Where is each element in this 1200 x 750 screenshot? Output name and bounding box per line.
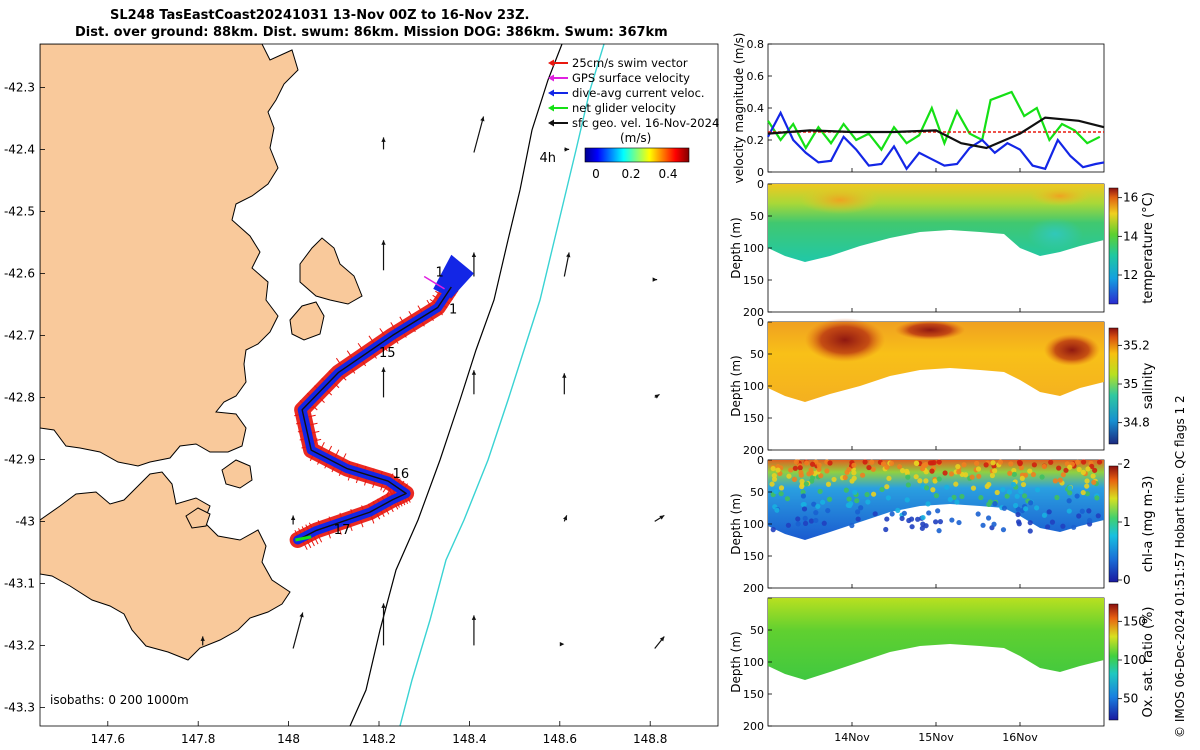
track-day-label: 16 [393, 467, 410, 482]
map-xtick-label: 147.6 [91, 732, 125, 746]
colorbar-tick-0: 0 [592, 167, 600, 181]
sfc-geo-vector [381, 603, 386, 646]
map-xtick-label: 148 [277, 732, 300, 746]
sfc-geo-vector [652, 277, 658, 282]
map-ytick-label: -42.8 [4, 390, 35, 404]
map-ytick-label: -43.2 [4, 638, 35, 652]
colorbar [584, 147, 690, 163]
sfc-geo-vector [654, 636, 665, 649]
sfc-geo-vector [654, 393, 660, 399]
credit-text: © IMOS 06-Dec-2024 01:51:57 Hobart time.… [1173, 395, 1187, 738]
land-mainland [40, 44, 299, 467]
sfc-geo-vector [292, 612, 304, 649]
glider-track-line [297, 286, 452, 541]
land-island-4 [185, 507, 211, 529]
track-day-label: 1 [436, 266, 444, 281]
sfc-geo-vector [473, 116, 485, 153]
colorbar-tick-2: 0.4 [658, 167, 677, 181]
map-xtick-label: 148.6 [543, 732, 577, 746]
track-day-label: 4h [539, 151, 556, 166]
sfc-geo-vector [562, 373, 567, 395]
map-ytick-label: -43 [15, 514, 35, 528]
legend-label: net glider velocity [572, 101, 676, 115]
map-ytick-label: -42.6 [4, 266, 35, 280]
sfc-geo-vector [290, 515, 296, 525]
legend-item: 25cm/s swim vector [548, 56, 688, 70]
map-xtick-label: 148.8 [633, 732, 667, 746]
legend-label: dive-avg current veloc. [572, 86, 705, 100]
legend-label: GPS surface velocity [572, 71, 690, 85]
legend-item: dive-avg current veloc. [548, 86, 705, 100]
chart-title-line1: SL248 TasEastCoast20241031 13-Nov 00Z to… [110, 8, 530, 23]
track-day-label: 1 [449, 303, 457, 318]
map-xtick-label: 148.4 [452, 732, 486, 746]
gps-velocity-marker [423, 275, 445, 290]
map-xtick-label: 147.8 [181, 732, 215, 746]
track-day-label: 17 [334, 523, 351, 538]
sfc-geo-vector [563, 252, 571, 277]
map-ytick-label: -43.3 [4, 700, 35, 714]
map-ytick-label: -43.1 [4, 576, 35, 590]
legend-item: net glider velocity [548, 101, 676, 115]
colorbar-label: (m/s) [620, 131, 651, 145]
map-ytick-label: -42.3 [4, 80, 35, 94]
isobaths-label: isobaths: 0 200 1000m [50, 693, 189, 707]
sfc-geo-vector [471, 370, 477, 395]
sfc-geo-vector [381, 137, 386, 150]
isobath-1000m [399, 44, 605, 726]
map-ytick-label: -42.5 [4, 204, 35, 218]
isobath-200m [349, 44, 563, 726]
legend-item: GPS surface velocity [548, 71, 690, 85]
map-ytick-label: -42.7 [4, 328, 35, 342]
sfc-geo-vector [559, 641, 565, 647]
sfc-geo-vector [654, 514, 665, 522]
colorbar-tick-1: 0.2 [621, 167, 640, 181]
sfc-geo-vector [381, 240, 386, 271]
sfc-geo-vector [200, 636, 205, 646]
map-ytick-label: -42.9 [4, 452, 35, 466]
legend-label: sfc geo. vel. 16-Nov-2024 [572, 116, 719, 130]
sfc-geo-vector [471, 252, 477, 277]
land-island-1 [299, 237, 363, 305]
chart-title-line2: Dist. over ground: 88km. Dist. swum: 86k… [75, 25, 668, 40]
legend-item: sfc geo. vel. 16-Nov-2024 [548, 116, 719, 130]
sfc-geo-vector [381, 367, 386, 398]
map-xtick-label: 148.2 [362, 732, 396, 746]
map-ytick-label: -42.4 [4, 142, 35, 156]
sfc-geo-vector [563, 515, 568, 522]
sfc-geo-vector [471, 615, 477, 646]
sfc-geo-vector [564, 147, 570, 152]
legend-label: 25cm/s swim vector [572, 56, 688, 70]
land-island-3 [221, 459, 253, 489]
land-peninsula [40, 471, 291, 661]
land-island-2 [289, 301, 325, 341]
net-glider-velocity-marker [295, 535, 312, 542]
track-day-label: 15 [379, 346, 396, 361]
